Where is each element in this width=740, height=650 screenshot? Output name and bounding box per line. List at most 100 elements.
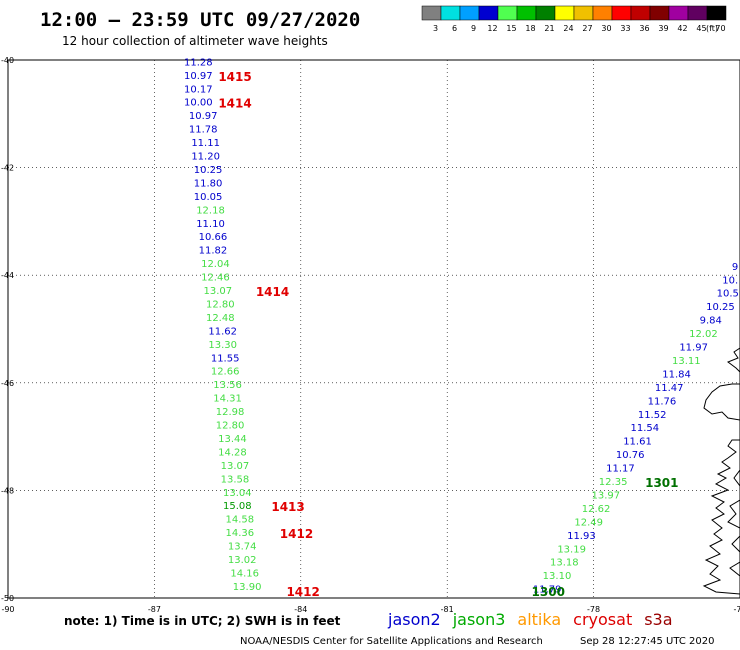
lon-tick-label: -87	[148, 605, 161, 614]
wave-height-value: 11.11	[191, 138, 220, 149]
wave-height-value: 11.78	[189, 125, 218, 136]
color-swatch	[516, 5, 537, 21]
lon-tick-label: -78	[587, 605, 600, 614]
color-swatch	[554, 5, 575, 21]
satellite-legend-cryosat: cryosat	[573, 610, 632, 629]
color-swatch	[668, 5, 689, 21]
wave-height-value: 10.5	[717, 289, 739, 300]
color-swatch-label: 39	[658, 24, 668, 33]
wave-height-value: 12.04	[201, 259, 230, 270]
wave-height-value: 11.80	[194, 178, 223, 189]
wave-height-value: 13.10	[543, 571, 572, 582]
wave-height-value: 12.98	[216, 407, 245, 418]
color-swatch-label: 27	[582, 24, 592, 33]
time-label: 1415	[218, 70, 251, 84]
color-swatch	[630, 5, 651, 21]
wave-height-value: 14.28	[218, 447, 247, 458]
wave-height-value: 11.93	[567, 531, 596, 542]
wave-height-value: 11.17	[606, 464, 635, 475]
lat-tick-label: -48	[1, 486, 14, 495]
color-swatch-label: 24	[563, 24, 573, 33]
wave-height-value: 10.76	[616, 450, 645, 461]
wave-height-value: 13.19	[557, 544, 586, 555]
wave-height-points: 11.28 10.97 10.17 10.00 10.97 11.78 11.11 11.20…	[184, 57, 739, 595]
color-swatch-label: 9	[471, 24, 476, 33]
wave-height-value: 10.17	[184, 84, 213, 95]
color-swatch-label: 42	[677, 24, 687, 33]
time-label: 1301	[645, 476, 678, 490]
wave-height-value: 13.30	[208, 340, 237, 351]
wave-height-value: 10.	[722, 275, 738, 286]
lon-tick-label: -90	[1, 605, 14, 614]
wave-height-value: 15.08	[223, 501, 252, 512]
wave-height-value: 12.02	[689, 329, 718, 340]
wave-height-value: 10.97	[184, 71, 213, 82]
color-swatch	[440, 5, 461, 21]
wave-height-value: 13.07	[204, 286, 233, 297]
lat-tick-label: -44	[1, 271, 14, 280]
wave-height-value: 11.61	[623, 437, 652, 448]
color-scale-unit: (ft)	[706, 24, 718, 33]
map-frame	[7, 59, 740, 599]
color-swatch-label: 18	[525, 24, 535, 33]
wave-height-value: 10.05	[194, 192, 223, 203]
time-label: 1414	[256, 285, 289, 299]
satellite-legend-jason2: jason2	[387, 610, 441, 629]
wave-height-value: 11.62	[208, 326, 237, 337]
wave-height-value: 14.58	[225, 515, 254, 526]
color-swatch	[478, 5, 499, 21]
wave-height-value: 11.55	[211, 353, 240, 364]
wave-height-value: 13.11	[672, 356, 701, 367]
wave-height-value: 10.66	[199, 232, 228, 243]
wave-height-value: 12.46	[201, 273, 230, 284]
color-swatch-label: 33	[620, 24, 630, 33]
wave-height-value: 9.84	[700, 316, 722, 327]
wave-height-value: 13.56	[213, 380, 242, 391]
wave-height-value: 12.49	[574, 517, 603, 528]
time-label: 1412	[286, 585, 319, 599]
lon-tick-label: -75	[733, 605, 740, 614]
lat-tick-label: -46	[1, 379, 14, 388]
wave-height-value: 13.07	[221, 461, 250, 472]
color-swatch-label: 45	[696, 24, 706, 33]
lat-tick-label: -42	[1, 164, 14, 173]
wave-height-value: 11.10	[196, 219, 225, 230]
wave-height-value: 10.97	[189, 111, 218, 122]
color-scale-legend: 3 6 9 12 15 18 21 24 27 30 33 36 39 42 45 70	[421, 5, 727, 33]
color-swatch	[649, 5, 670, 21]
wave-height-value: 12.48	[206, 313, 235, 324]
wave-height-value: 13.74	[228, 542, 257, 553]
wave-height-value: 11.76	[648, 396, 677, 407]
time-label: 1300	[532, 585, 565, 599]
wave-height-value: 12.35	[599, 477, 628, 488]
lat-tick-label: -40	[1, 56, 14, 65]
wave-height-value: 12.66	[211, 367, 240, 378]
time-label: 1413	[271, 500, 304, 514]
color-swatch	[459, 5, 480, 21]
lon-tick-label: -81	[441, 605, 454, 614]
color-swatch	[611, 5, 632, 21]
color-swatch-label: 12	[487, 24, 497, 33]
wave-height-value: 11.84	[662, 369, 691, 380]
color-swatch-label: 6	[452, 24, 457, 33]
satellite-legend: jason2 jason3 altika cryosat s3a	[387, 610, 673, 629]
satellite-legend-jason3: jason3	[452, 610, 506, 629]
color-swatch	[497, 5, 518, 21]
longitude-labels: -90 -87 -84 -81 -78 -75	[1, 605, 740, 614]
wave-height-value: 13.97	[591, 490, 620, 501]
lat-tick-label: -50	[1, 594, 14, 603]
wave-height-value: 10.00	[184, 98, 213, 109]
wave-height-value: 12.18	[196, 205, 225, 216]
wave-height-value: 10.25	[706, 302, 735, 313]
color-swatch	[573, 5, 594, 21]
lon-tick-label: -84	[294, 605, 307, 614]
wave-height-value: 12.80	[216, 421, 245, 432]
wave-height-value: 11.97	[679, 343, 708, 354]
units-note: note: 1) Time is in UTC; 2) SWH is in fe…	[64, 614, 341, 628]
time-label: 1414	[218, 97, 251, 111]
wave-height-value: 13.18	[550, 558, 579, 569]
wave-height-value: 12.62	[582, 504, 611, 515]
map-grid	[8, 60, 740, 598]
color-swatch	[535, 5, 556, 21]
